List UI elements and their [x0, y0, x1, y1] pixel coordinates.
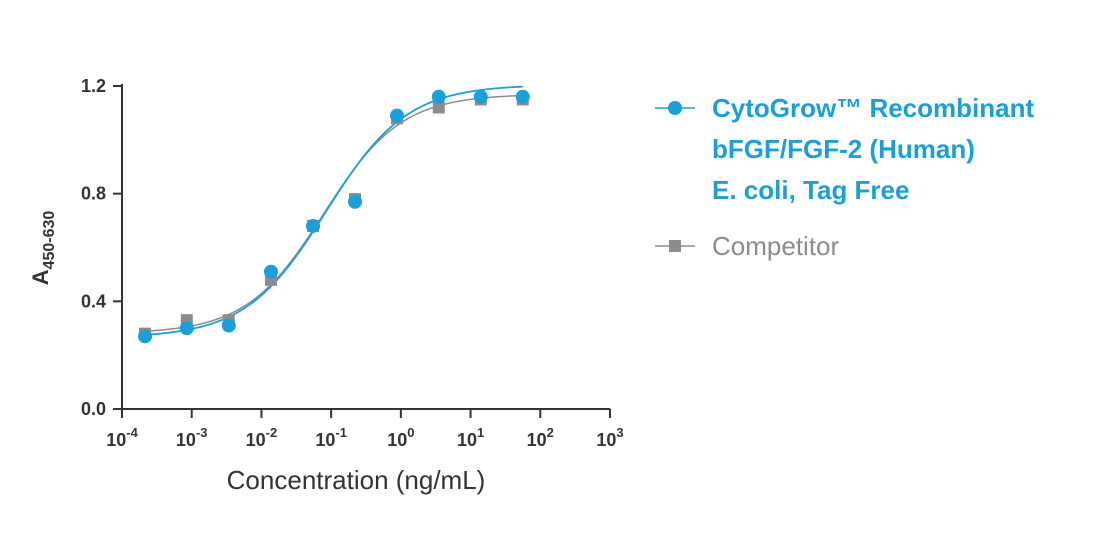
y-tick-label: 0.4: [81, 291, 106, 311]
x-tick-exponent: 3: [616, 425, 623, 440]
x-tick-base: 10: [106, 430, 126, 450]
x-tick-label: 101: [457, 425, 484, 450]
y-tick-label: 0.8: [81, 184, 106, 204]
x-tick-exponent: -4: [126, 425, 138, 440]
x-tick-exponent: 0: [407, 425, 414, 440]
x-tick-exponent: -3: [196, 425, 208, 440]
x-tick-exponent: 1: [477, 425, 484, 440]
fit-curve-series-1: [144, 94, 523, 332]
legend-label-line: E. coli, Tag Free: [712, 175, 909, 205]
axes: 0.00.40.81.210-4 10-3 10-2 10-1 100 101 102 103…: [28, 76, 624, 495]
data-point-cytogrow: [348, 194, 363, 209]
y-axis-title-subscript: 450-630: [41, 211, 58, 270]
data-point-cytogrow: [431, 89, 446, 104]
x-tick-base: 10: [176, 430, 196, 450]
data-point-cytogrow: [138, 329, 153, 344]
legend-marker-circle: [668, 101, 682, 115]
y-axis-title-main: A: [28, 269, 53, 285]
x-tick-label: 100: [387, 425, 414, 450]
legend-item-1: Competitor: [655, 231, 839, 261]
plot-area: [138, 85, 530, 344]
x-tick-base: 10: [596, 430, 616, 450]
y-axis-title: A450-630: [28, 211, 58, 286]
x-tick-label: 10-1: [315, 425, 347, 450]
fit-curve-series-0: [144, 85, 523, 336]
x-tick-base: 10: [387, 430, 407, 450]
legend-label-line: CytoGrow™ Recombinant: [712, 93, 1034, 123]
x-tick-label: 102: [527, 425, 554, 450]
legend-item-0: CytoGrow™ Recombinant bFGF/FGF-2 (Human) E…: [655, 93, 1034, 205]
data-point-competitor: [432, 101, 445, 114]
x-tick-base: 10: [315, 430, 335, 450]
x-tick-label: 103: [596, 425, 623, 450]
legend-label-line: Competitor: [712, 231, 839, 261]
y-tick-label: 1.2: [81, 76, 106, 96]
x-tick-label: 10-4: [106, 425, 138, 450]
legend: CytoGrow™ Recombinant bFGF/FGF-2 (Human) E…: [655, 93, 1034, 261]
x-tick-label: 10-3: [176, 425, 208, 450]
data-point-cytogrow: [221, 318, 236, 333]
x-axis-title: Concentration (ng/mL): [227, 465, 486, 495]
x-tick-exponent: 2: [547, 425, 554, 440]
data-point-cytogrow: [179, 321, 194, 336]
data-point-cytogrow: [263, 264, 278, 279]
x-tick-exponent: -1: [335, 425, 347, 440]
x-tick-label: 10-2: [246, 425, 278, 450]
data-point-cytogrow: [473, 89, 488, 104]
data-point-cytogrow: [306, 218, 321, 233]
legend-marker-square: [669, 240, 681, 252]
x-tick-base: 10: [457, 430, 477, 450]
y-tick-label: 0.0: [81, 399, 106, 419]
legend-label-line: bFGF/FGF-2 (Human): [712, 134, 975, 164]
data-point-cytogrow: [389, 108, 404, 123]
x-tick-exponent: -2: [266, 425, 278, 440]
x-tick-base: 10: [527, 430, 547, 450]
data-point-cytogrow: [515, 89, 530, 104]
x-tick-base: 10: [246, 430, 266, 450]
